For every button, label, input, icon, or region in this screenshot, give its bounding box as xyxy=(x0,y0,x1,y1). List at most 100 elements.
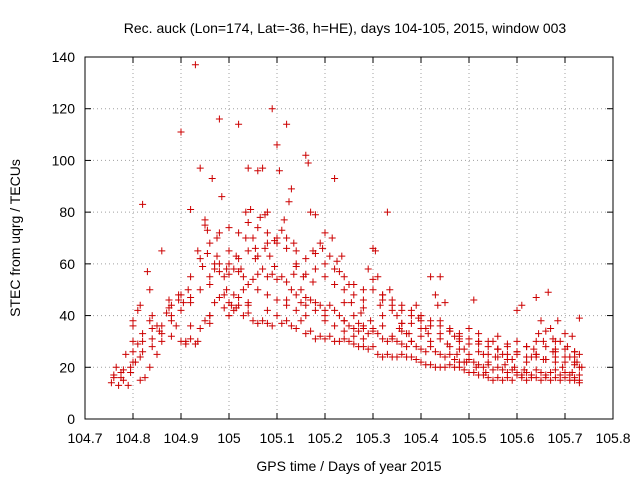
data-point xyxy=(561,330,569,338)
data-point xyxy=(129,337,137,345)
data-point xyxy=(187,206,195,214)
data-point xyxy=(136,301,144,309)
data-point xyxy=(129,317,137,325)
data-point xyxy=(326,332,334,340)
data-point xyxy=(287,322,295,330)
data-point xyxy=(206,312,214,320)
data-point xyxy=(247,206,255,214)
data-point xyxy=(287,286,295,294)
data-point xyxy=(278,226,286,234)
y-tick-label: 100 xyxy=(52,152,76,168)
data-point xyxy=(364,265,372,273)
data-point xyxy=(369,286,377,294)
data-point xyxy=(175,296,183,304)
y-axis-ticks: 0 20 40 60 80 100 120 140 xyxy=(52,49,613,427)
data-point xyxy=(359,286,367,294)
y-tick-label: 80 xyxy=(59,204,75,220)
data-point xyxy=(398,301,406,309)
data-point xyxy=(194,247,202,255)
data-points xyxy=(107,61,586,389)
data-point xyxy=(299,273,307,281)
data-point xyxy=(213,234,221,242)
data-point xyxy=(225,270,233,278)
data-point xyxy=(225,299,233,307)
data-point xyxy=(455,335,463,343)
data-point xyxy=(412,301,420,309)
x-tick-label: 104.9 xyxy=(163,430,198,446)
x-tick-label: 105.2 xyxy=(307,430,342,446)
data-point xyxy=(172,322,180,330)
data-point xyxy=(436,273,444,281)
data-point xyxy=(187,273,195,281)
data-point xyxy=(328,234,336,242)
data-point xyxy=(244,247,252,255)
data-point xyxy=(283,234,291,242)
data-point xyxy=(309,278,317,286)
data-point xyxy=(374,273,382,281)
data-point xyxy=(141,374,149,382)
data-point xyxy=(415,314,423,322)
data-point xyxy=(244,301,252,309)
data-point xyxy=(331,175,339,183)
data-point xyxy=(285,198,293,206)
data-point xyxy=(256,213,264,221)
data-point xyxy=(484,361,492,369)
data-point xyxy=(427,273,435,281)
data-point xyxy=(345,337,353,345)
x-tick-label: 105.4 xyxy=(403,430,438,446)
data-point xyxy=(235,120,243,128)
data-point xyxy=(311,299,319,307)
data-point xyxy=(388,296,396,304)
data-point xyxy=(275,167,283,175)
data-point xyxy=(532,293,540,301)
data-point xyxy=(220,273,228,281)
data-point xyxy=(143,268,151,276)
data-point xyxy=(383,337,391,345)
data-point xyxy=(470,296,478,304)
data-point xyxy=(206,281,214,289)
data-point xyxy=(489,376,497,384)
data-point xyxy=(235,268,243,276)
data-point xyxy=(494,332,502,340)
data-point xyxy=(211,265,219,273)
data-point xyxy=(261,244,269,252)
data-point xyxy=(532,366,540,374)
data-point xyxy=(254,286,262,294)
data-point xyxy=(451,356,459,364)
data-point xyxy=(112,363,120,371)
y-tick-label: 40 xyxy=(59,308,75,324)
grid-lines xyxy=(85,57,613,419)
data-point xyxy=(465,325,473,332)
data-point xyxy=(302,151,310,159)
data-point xyxy=(304,159,312,167)
x-tick-label: 105.6 xyxy=(499,430,534,446)
data-point xyxy=(499,376,507,384)
data-point xyxy=(371,247,379,255)
data-point xyxy=(244,218,252,226)
data-point xyxy=(537,317,545,325)
data-point xyxy=(359,322,367,330)
data-point xyxy=(568,368,576,376)
data-point xyxy=(571,374,579,382)
data-point xyxy=(405,330,413,338)
data-point xyxy=(350,332,358,340)
data-point xyxy=(321,260,329,268)
data-point xyxy=(311,250,319,258)
data-point xyxy=(575,376,583,384)
data-point xyxy=(326,252,334,260)
data-point xyxy=(446,327,454,335)
data-point xyxy=(139,348,147,356)
data-point xyxy=(206,319,214,327)
data-point xyxy=(110,371,118,379)
data-point xyxy=(494,374,502,382)
data-point xyxy=(379,353,387,361)
data-point xyxy=(220,304,228,312)
data-point xyxy=(242,234,250,242)
data-point xyxy=(532,350,540,358)
data-point xyxy=(211,299,219,307)
data-point xyxy=(518,371,526,379)
data-point xyxy=(350,291,358,299)
data-point xyxy=(436,350,444,358)
data-point xyxy=(148,343,156,351)
data-point xyxy=(148,312,156,320)
